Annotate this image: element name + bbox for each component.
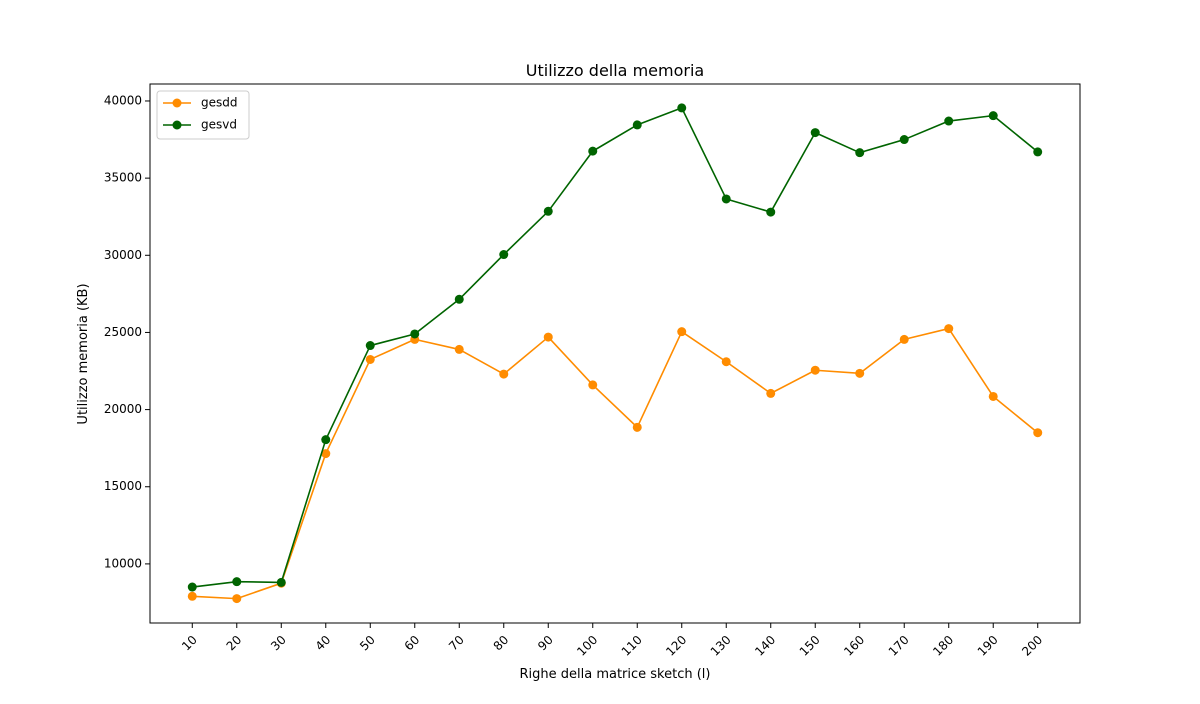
x-tick-label: 40: [313, 633, 334, 654]
data-point-gesdd: [232, 594, 242, 604]
data-point-gesdd: [988, 391, 998, 401]
y-tick-label: 35000: [104, 171, 142, 185]
y-tick-label: 40000: [104, 93, 142, 107]
x-tick-label: 10: [179, 633, 200, 654]
data-point-gesvd: [899, 135, 909, 145]
x-tick-label: 160: [841, 633, 867, 659]
data-point-gesvd: [944, 116, 954, 126]
y-tick-label: 30000: [104, 248, 142, 262]
x-tick-label: 180: [930, 633, 956, 659]
x-tick-label: 200: [1019, 633, 1045, 659]
x-tick-label: 140: [752, 633, 778, 659]
data-point-gesvd: [232, 577, 242, 587]
data-point-gesvd: [677, 103, 687, 113]
x-tick-label: 90: [535, 633, 556, 654]
x-tick-label: 130: [708, 633, 734, 659]
data-point-gesvd: [1033, 147, 1043, 157]
data-point-gesdd: [454, 344, 464, 354]
series-line-gesdd: [192, 327, 1039, 600]
y-tick-label: 10000: [104, 556, 142, 570]
data-point-gesdd: [187, 591, 197, 601]
data-point-gesdd: [1033, 428, 1043, 438]
data-point-gesdd: [721, 357, 731, 367]
data-point-gesvd: [365, 341, 375, 351]
data-point-gesvd: [855, 148, 865, 158]
legend-marker-gesvd: [172, 120, 182, 130]
x-tick-label: 190: [975, 633, 1001, 659]
data-point-gesdd: [810, 365, 820, 375]
data-point-gesvd: [588, 146, 598, 156]
x-tick-label: 60: [402, 633, 423, 654]
plot-area: 10 20 30 40 50 60 70 80 90 100 110 120 130 140 150 160 1…: [104, 83, 1081, 659]
x-tick-label: 30: [268, 633, 289, 654]
y-tick-label: 20000: [104, 402, 142, 416]
data-point-gesvd: [810, 128, 820, 138]
data-point-gesdd: [677, 327, 687, 337]
data-point-gesdd: [588, 380, 598, 390]
data-point-gesdd: [944, 324, 954, 334]
plot-frame: [149, 83, 1081, 624]
legend-label-gesvd: gesvd: [201, 118, 237, 132]
legend-marker-gesdd: [172, 98, 182, 108]
data-point-gesvd: [543, 206, 553, 216]
x-tick-label: 100: [574, 633, 600, 659]
y-axis-label: Utilizzo memoria (KB): [76, 283, 91, 424]
data-point-gesvd: [276, 577, 286, 587]
data-point-gesdd: [499, 369, 509, 379]
chart-title: Utilizzo della memoria: [526, 61, 704, 80]
legend: gesdd gesvd: [156, 90, 250, 140]
data-point-gesvd: [632, 120, 642, 130]
data-point-gesvd: [187, 582, 197, 592]
x-tick-label: 120: [663, 633, 689, 659]
data-point-gesdd: [855, 368, 865, 378]
x-tick-label: 150: [797, 633, 823, 659]
legend-label-gesdd: gesdd: [201, 96, 238, 110]
x-tick-label: 110: [619, 633, 645, 659]
data-point-gesvd: [454, 294, 464, 304]
x-tick-label: 80: [491, 633, 512, 654]
data-point-gesvd: [721, 194, 731, 204]
data-point-gesvd: [499, 250, 509, 260]
data-point-gesdd: [365, 354, 375, 364]
data-point-gesvd: [321, 435, 331, 445]
y-tick-label: 15000: [104, 479, 142, 493]
series-line-gesvd: [192, 107, 1039, 588]
data-point-gesvd: [988, 111, 998, 121]
data-point-gesdd: [899, 334, 909, 344]
x-tick-label: 70: [446, 633, 467, 654]
data-point-gesdd: [632, 422, 642, 432]
data-point-gesvd: [410, 329, 420, 339]
x-axis-label: Righe della matrice sketch (l): [519, 667, 710, 682]
data-point-gesvd: [766, 207, 776, 217]
x-tick-label: 20: [224, 633, 245, 654]
y-tick-label: 25000: [104, 325, 142, 339]
x-tick-label: 170: [886, 633, 912, 659]
data-point-gesdd: [766, 388, 776, 398]
data-point-gesdd: [543, 332, 553, 342]
data-point-gesdd: [321, 449, 331, 459]
x-tick-label: 50: [357, 633, 378, 654]
